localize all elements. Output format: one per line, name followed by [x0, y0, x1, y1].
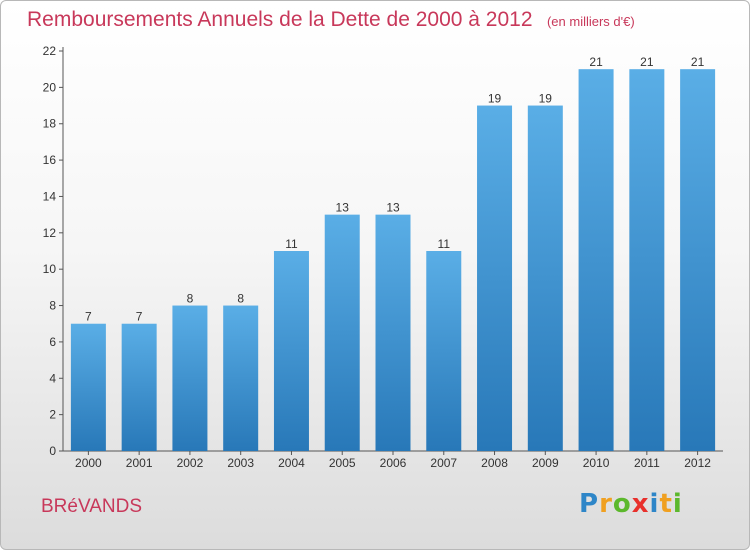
bar-value-label: 13 [386, 201, 400, 215]
bar-value-label: 21 [691, 55, 705, 69]
x-tick-label: 2002 [177, 456, 204, 470]
y-tick-label: 10 [43, 262, 57, 276]
bar-value-label: 8 [237, 292, 244, 306]
bar [375, 214, 411, 451]
bar-value-label: 7 [85, 310, 92, 324]
bar [324, 214, 360, 451]
y-tick-label: 14 [43, 189, 57, 203]
chart-title: Remboursements Annuels de la Dette de 20… [27, 8, 635, 32]
y-tick-label: 8 [49, 299, 56, 313]
y-tick-label: 0 [49, 444, 56, 458]
x-tick-label: 2006 [380, 456, 407, 470]
y-tick-label: 22 [43, 44, 57, 58]
brand-letter: r [599, 489, 613, 519]
x-tick-label: 2000 [75, 456, 102, 470]
bar-value-label: 8 [187, 292, 194, 306]
bar [273, 251, 309, 451]
y-tick-label: 18 [43, 117, 57, 131]
x-tick-label: 2010 [583, 456, 610, 470]
brand-letter: t [659, 489, 673, 519]
bar [527, 105, 563, 451]
brand-letter: x [631, 489, 650, 519]
bar-value-label: 21 [589, 55, 603, 69]
bar-value-label: 19 [539, 92, 553, 106]
x-tick-label: 2011 [634, 456, 660, 470]
city-name: BRéVANDS [41, 496, 143, 517]
x-tick-label: 2001 [126, 456, 153, 470]
bar [426, 251, 462, 451]
bar [172, 305, 208, 451]
bar [121, 323, 157, 451]
bar-value-label: 19 [488, 92, 502, 106]
brand-letter: i [649, 489, 660, 519]
bar-value-label: 11 [438, 237, 451, 251]
brand-letter: i [672, 489, 683, 519]
bar-value-label: 11 [285, 237, 298, 251]
y-tick-label: 4 [49, 371, 56, 385]
x-tick-label: 2012 [684, 456, 711, 470]
proxiti-logo: Proxiti [579, 489, 683, 519]
x-tick-label: 2004 [278, 456, 305, 470]
bar [629, 69, 665, 451]
bars [70, 69, 716, 451]
x-tick-label: 2007 [430, 456, 457, 470]
x-tick-label: 2009 [532, 456, 559, 470]
bar-value-label: 7 [136, 310, 143, 324]
bar-value-label: 13 [336, 201, 350, 215]
y-tick-label: 16 [43, 153, 57, 167]
brand-letter: o [612, 489, 632, 519]
bar [578, 69, 614, 451]
x-tick-label: 2003 [227, 456, 254, 470]
bar [70, 323, 106, 451]
data-labels: 7 7 8 8 11 13 13 11 19 19 21 21 21 [85, 55, 705, 324]
unit-note: (en milliers d'€) [546, 14, 635, 29]
x-tick-label: 2008 [481, 456, 508, 470]
y-tick-label: 12 [43, 226, 57, 240]
y-tick-label: 6 [49, 335, 56, 349]
bar-value-label: 21 [640, 55, 654, 69]
bar [477, 105, 513, 451]
x-tick-label: 2005 [329, 456, 356, 470]
chart-title-text: Remboursements Annuels de la Dette de 20… [27, 8, 533, 31]
bar [680, 69, 716, 451]
bar [223, 305, 259, 451]
brand-letter: P [579, 489, 600, 519]
y-tick-label: 20 [43, 80, 57, 94]
y-tick-label: 2 [49, 408, 56, 422]
